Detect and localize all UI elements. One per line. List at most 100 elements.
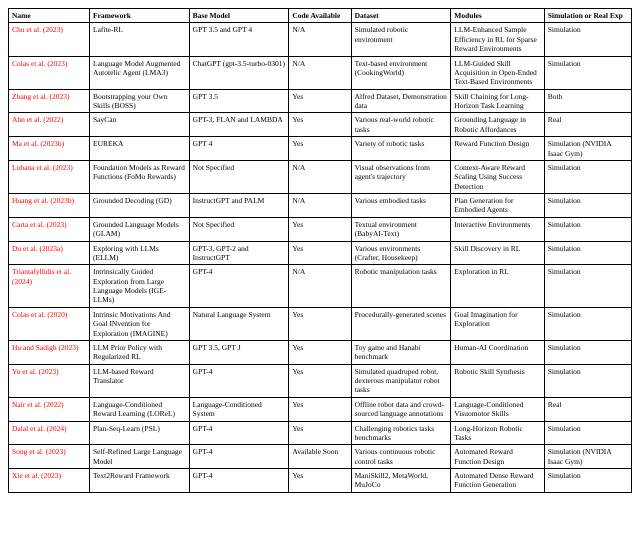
reference-link[interactable]: Ahn et al. (2022) (12, 115, 63, 124)
cell-base: GPT-4 (189, 265, 289, 308)
table-row: Nair et al. (2022) Language-Conditioned R… (9, 397, 632, 421)
reference-link[interactable]: Song et al. (2023) (12, 447, 66, 456)
cell-framework: Foundation Models as Reward Functions (F… (89, 160, 189, 193)
cell-sim: Simulation (NVIDIA Isaac Gym) (544, 137, 631, 161)
cell-name: Du et al. (2023a) (9, 241, 90, 265)
cell-framework: LLM-based Reward Translator (89, 364, 189, 397)
cell-code: N/A (289, 194, 351, 218)
cell-modules: Goal Imagination for Exploration (451, 307, 544, 340)
cell-dataset: Toy game and Hanabi benchmark (351, 340, 451, 364)
cell-sim: Simulation (544, 364, 631, 397)
cell-dataset: Textual environment (BabyAI-Text) (351, 217, 451, 241)
cell-name: Colas et al. (2020) (9, 307, 90, 340)
cell-dataset: Various real-world robotic tasks (351, 113, 451, 137)
cell-dataset: Alfred Dataset, Demonstration data (351, 89, 451, 113)
reference-link[interactable]: Triantafyllidis et al. (2024) (12, 267, 71, 285)
cell-name: Yu et al. (2023) (9, 364, 90, 397)
cell-code: Yes (289, 89, 351, 113)
cell-modules: Automated Reward Function Design (451, 445, 544, 469)
table-row: Xie et al. (2023) Text2Reward FrameworkGP… (9, 469, 632, 493)
table-row: Huang et al. (2023b)Grounded Decoding (G… (9, 194, 632, 218)
cell-sim: Simulation (544, 265, 631, 308)
cell-base: GPT-4 (189, 469, 289, 493)
cell-code: Yes (289, 421, 351, 445)
cell-framework: Language-Conditioned Reward Learning (LO… (89, 397, 189, 421)
cell-dataset: ManiSkill2, MetaWorld, MuJoCo (351, 469, 451, 493)
cell-code: Yes (289, 397, 351, 421)
cell-base: GPT-4 (189, 364, 289, 397)
cell-dataset: Visual observations from agent's traject… (351, 160, 451, 193)
cell-name: Xie et al. (2023) (9, 469, 90, 493)
cell-code: Yes (289, 217, 351, 241)
reference-link[interactable]: Yu et al. (2023) (12, 367, 59, 376)
table-row: Carta et al. (2023)Grounded Language Mod… (9, 217, 632, 241)
table-row: Song et al. (2023) Self-Refined Large Lan… (9, 445, 632, 469)
cell-code: Yes (289, 307, 351, 340)
col-code: Code Available (289, 9, 351, 23)
reference-link[interactable]: Carta et al. (2023) (12, 220, 67, 229)
table-row: Ahn et al. (2022) SayCanGPT-3, FLAN and L… (9, 113, 632, 137)
cell-base: Not Specified (189, 160, 289, 193)
cell-name: Triantafyllidis et al. (2024) (9, 265, 90, 308)
cell-base: ChatGPT (gpt-3.5-turbo-0301) (189, 56, 289, 89)
cell-sim: Simulation (544, 217, 631, 241)
cell-code: Yes (289, 241, 351, 265)
reference-link[interactable]: Du et al. (2023a) (12, 244, 63, 253)
cell-framework: Exploring with LLMs (ELLM) (89, 241, 189, 265)
col-modules: Modules (451, 9, 544, 23)
cell-sim: Both (544, 89, 631, 113)
reference-link[interactable]: Hu and Sadigh (2023) (12, 343, 78, 352)
cell-dataset: Various continuous robotic control tasks (351, 445, 451, 469)
reference-link[interactable]: Huang et al. (2023b) (12, 196, 74, 205)
reference-link[interactable]: Colas et al. (2023) (12, 59, 67, 68)
reference-link[interactable]: Nair et al. (2022) (12, 400, 64, 409)
cell-framework: Text2Reward Framework (89, 469, 189, 493)
cell-code: N/A (289, 23, 351, 56)
cell-code: Yes (289, 340, 351, 364)
cell-name: Huang et al. (2023b) (9, 194, 90, 218)
table-body: Chu et al. (2023)Lafite-RLGPT 3.5 and GP… (9, 23, 632, 492)
cell-base: GPT 4 (189, 137, 289, 161)
reference-link[interactable]: Chu et al. (2023) (12, 25, 63, 34)
table-row: Triantafyllidis et al. (2024)Intrinsical… (9, 265, 632, 308)
cell-base: GPT 3.5 and GPT 4 (189, 23, 289, 56)
cell-modules: Automated Dense Reward Function Generati… (451, 469, 544, 493)
cell-code: Yes (289, 364, 351, 397)
cell-code: Yes (289, 113, 351, 137)
reference-link[interactable]: Dalal et al. (2024) (12, 424, 67, 433)
reference-link[interactable]: Ma et al. (2023b) (12, 139, 64, 148)
cell-framework: Intrinsic Motivations And Goal INvention… (89, 307, 189, 340)
cell-dataset: Offline robot data and crowd-sourced lan… (351, 397, 451, 421)
col-base: Base Model (189, 9, 289, 23)
cell-base: InstructGPT and PALM (189, 194, 289, 218)
cell-dataset: Challenging robotics tasks benchmarks (351, 421, 451, 445)
cell-code: Available Soon (289, 445, 351, 469)
cell-framework: Language Model Augmented Autotelic Agent… (89, 56, 189, 89)
cell-base: GPT-3, FLAN and LAMBDA (189, 113, 289, 137)
cell-dataset: Simulated robotic environment (351, 23, 451, 56)
reference-link[interactable]: Xie et al. (2023) (12, 471, 61, 480)
cell-dataset: Robotic manipulation tasks (351, 265, 451, 308)
cell-code: N/A (289, 160, 351, 193)
cell-modules: LLM-Enhanced Sample Efficiency in RL for… (451, 23, 544, 56)
cell-base: Language-Conditioned System (189, 397, 289, 421)
cell-base: GPT-4 (189, 421, 289, 445)
cell-framework: SayCan (89, 113, 189, 137)
cell-framework: Self-Refined Large Language Model (89, 445, 189, 469)
reference-link[interactable]: Zhang et al. (2023) (12, 92, 69, 101)
table-row: Yu et al. (2023) LLM-based Reward Transla… (9, 364, 632, 397)
cell-dataset: Various environments (Crafter, Housekeep… (351, 241, 451, 265)
cell-modules: Grounding Language in Robotic Affordance… (451, 113, 544, 137)
reference-link[interactable]: Colas et al. (2020) (12, 310, 67, 319)
cell-name: Dalal et al. (2024) (9, 421, 90, 445)
table-row: Dalal et al. (2024)Plan-Seq-Learn (PSL)G… (9, 421, 632, 445)
cell-modules: Reward Function Design (451, 137, 544, 161)
cell-base: GPT-4 (189, 445, 289, 469)
cell-name: Carta et al. (2023) (9, 217, 90, 241)
cell-name: Ahn et al. (2022) (9, 113, 90, 137)
cell-sim: Real (544, 397, 631, 421)
cell-modules: Plan Generation for Embodied Agents (451, 194, 544, 218)
cell-modules: LLM-Guided Skill Acquisition in Open-End… (451, 56, 544, 89)
reference-link[interactable]: Lubana et al. (2023) (12, 163, 73, 172)
cell-base: Not Specified (189, 217, 289, 241)
